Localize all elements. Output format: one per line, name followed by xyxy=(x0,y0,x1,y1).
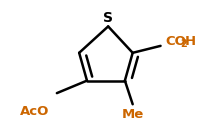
Text: Me: Me xyxy=(122,108,144,121)
Text: S: S xyxy=(103,11,113,25)
Text: AcO: AcO xyxy=(20,105,49,118)
Text: CO: CO xyxy=(165,35,186,48)
Text: 2: 2 xyxy=(180,39,187,49)
Text: H: H xyxy=(185,35,196,48)
